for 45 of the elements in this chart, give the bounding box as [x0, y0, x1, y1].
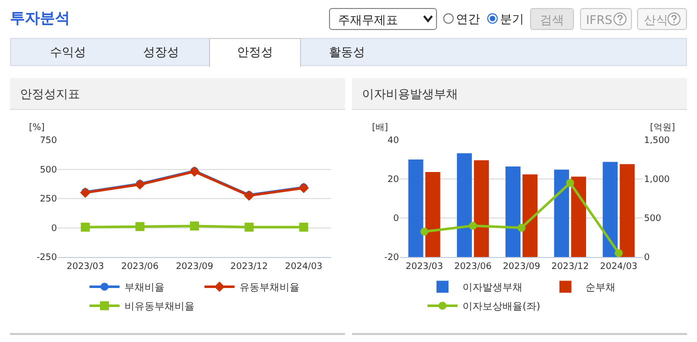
legend-label: 이자발생부채 — [462, 282, 522, 294]
text: 분기 — [500, 11, 525, 28]
text: 안정성 — [209, 38, 301, 67]
x-tick-label: 2023/09 — [176, 262, 214, 272]
text: 투자분석 — [10, 9, 70, 28]
y2-axis-title: [억원] — [650, 123, 676, 133]
x-tick-label: 2024/03 — [600, 262, 638, 272]
y-tick-label: 500 — [40, 165, 58, 176]
y-tick-label: 40 — [388, 136, 400, 146]
x-tick-label: 2023/06 — [121, 262, 159, 272]
y2-tick-label: 1,500 — [644, 136, 670, 146]
y-tick-label: 0 — [51, 224, 58, 234]
x-tick-label: 2023/03 — [66, 262, 104, 272]
y-axis-title: [배] — [372, 123, 388, 133]
legend-label: 유동부채비율 — [240, 282, 300, 294]
y-tick-label: 20 — [388, 175, 400, 186]
y-axis-title: [%] — [29, 123, 45, 133]
legend-label: 이자보상배율(좌) — [462, 302, 540, 313]
text: 연간 — [456, 11, 481, 28]
text: 활동성 — [328, 44, 366, 61]
text: 수익성 — [49, 44, 87, 61]
y-tick-label: -20 — [384, 253, 400, 264]
y2-tick-label: 0 — [644, 253, 650, 264]
legend-label: 부채비율 — [124, 282, 164, 294]
text: 성장성 — [142, 44, 180, 61]
x-tick-label: 2023/03 — [406, 262, 443, 272]
x-tick-label: 2023/06 — [454, 262, 492, 272]
x-tick-label: 2023/12 — [551, 262, 589, 272]
y-tick-label: -250 — [36, 253, 58, 264]
y2-tick-label: 500 — [644, 214, 662, 224]
text: IFRS — [580, 8, 632, 30]
text: 주재무제표 — [329, 8, 437, 30]
x-tick-label: 2023/09 — [502, 262, 540, 272]
legend-label: 순부채 — [585, 282, 616, 294]
y-tick-label: 250 — [40, 194, 58, 205]
x-tick-label: 2023/12 — [230, 262, 268, 272]
text: 산식 — [637, 8, 687, 30]
text: 검색 — [530, 8, 574, 30]
x-tick-label: 2024/03 — [285, 262, 322, 272]
legend-label: 비유동부채비율 — [124, 302, 194, 313]
chart-title: 이자비용발생부채 — [352, 78, 687, 110]
y-tick-label: 0 — [393, 214, 400, 224]
y-tick-label: 750 — [40, 136, 58, 146]
chart-title: 안정성지표 — [10, 78, 345, 110]
y2-tick-label: 1,000 — [644, 175, 670, 186]
